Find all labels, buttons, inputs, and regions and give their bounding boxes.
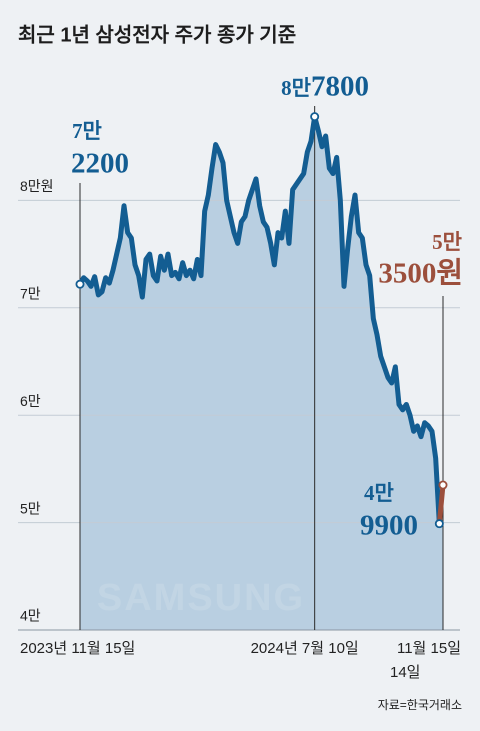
x-tick-label: 2023년 11월 15일 <box>20 640 135 657</box>
value-label: 7800 <box>311 71 369 103</box>
source: 자료=한국거래소 <box>378 698 462 712</box>
watermark: SAMSUNG <box>97 577 305 619</box>
marker <box>434 519 444 529</box>
value-label: 8만 <box>281 76 311 100</box>
chart-title: 최근 1년 삼성전자 주가 종가 기준 <box>18 23 296 46</box>
y-tick-label: 7만 <box>20 286 41 302</box>
value-label: 4만 <box>364 481 394 505</box>
marker <box>75 279 85 289</box>
y-tick-label: 4만 <box>20 608 41 624</box>
value-label: 2200 <box>71 148 129 180</box>
line-last-segment <box>436 482 446 527</box>
x-tick-label: 11월 15일 <box>397 640 461 657</box>
y-tick-label: 8만원 <box>20 178 54 194</box>
x-tick-label: 2024년 7월 10일 <box>251 640 359 657</box>
y-tick-label: 6만 <box>20 393 41 409</box>
value-label: 5만 <box>432 230 462 254</box>
value-label: 7만 <box>72 119 102 143</box>
marker <box>310 112 320 122</box>
x-tick-label: 14일 <box>390 664 421 681</box>
value-label: 9900 <box>360 510 418 542</box>
area <box>80 116 443 631</box>
line <box>77 114 442 527</box>
value-label: 3500원 <box>378 257 463 290</box>
marker <box>438 480 448 490</box>
y-tick-label: 5만 <box>20 500 41 516</box>
